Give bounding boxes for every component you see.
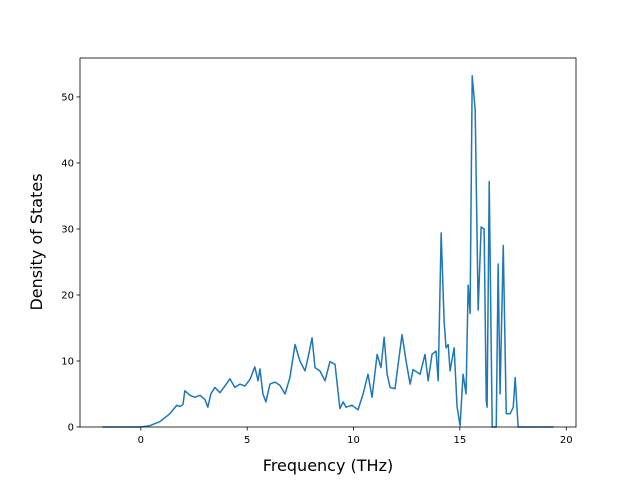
plot-frame [79, 57, 577, 428]
y-tick-label: 20 [61, 290, 74, 301]
x-tick-label: 5 [244, 435, 250, 446]
x-tick-label: 10 [347, 435, 360, 446]
y-tick-label: 50 [61, 92, 74, 103]
x-tick-label: 15 [454, 435, 467, 446]
x-tick-label: 0 [138, 435, 144, 446]
y-tick-label: 40 [61, 158, 74, 169]
y-tick-label: 0 [68, 423, 74, 434]
x-axis-label: Frequency (THz) [263, 456, 393, 475]
y-tick-label: 30 [61, 224, 74, 235]
x-tick-label: 20 [560, 435, 573, 446]
y-axis-label: Density of States [27, 173, 46, 310]
line [102, 75, 554, 428]
y-tick-label: 10 [61, 356, 74, 367]
